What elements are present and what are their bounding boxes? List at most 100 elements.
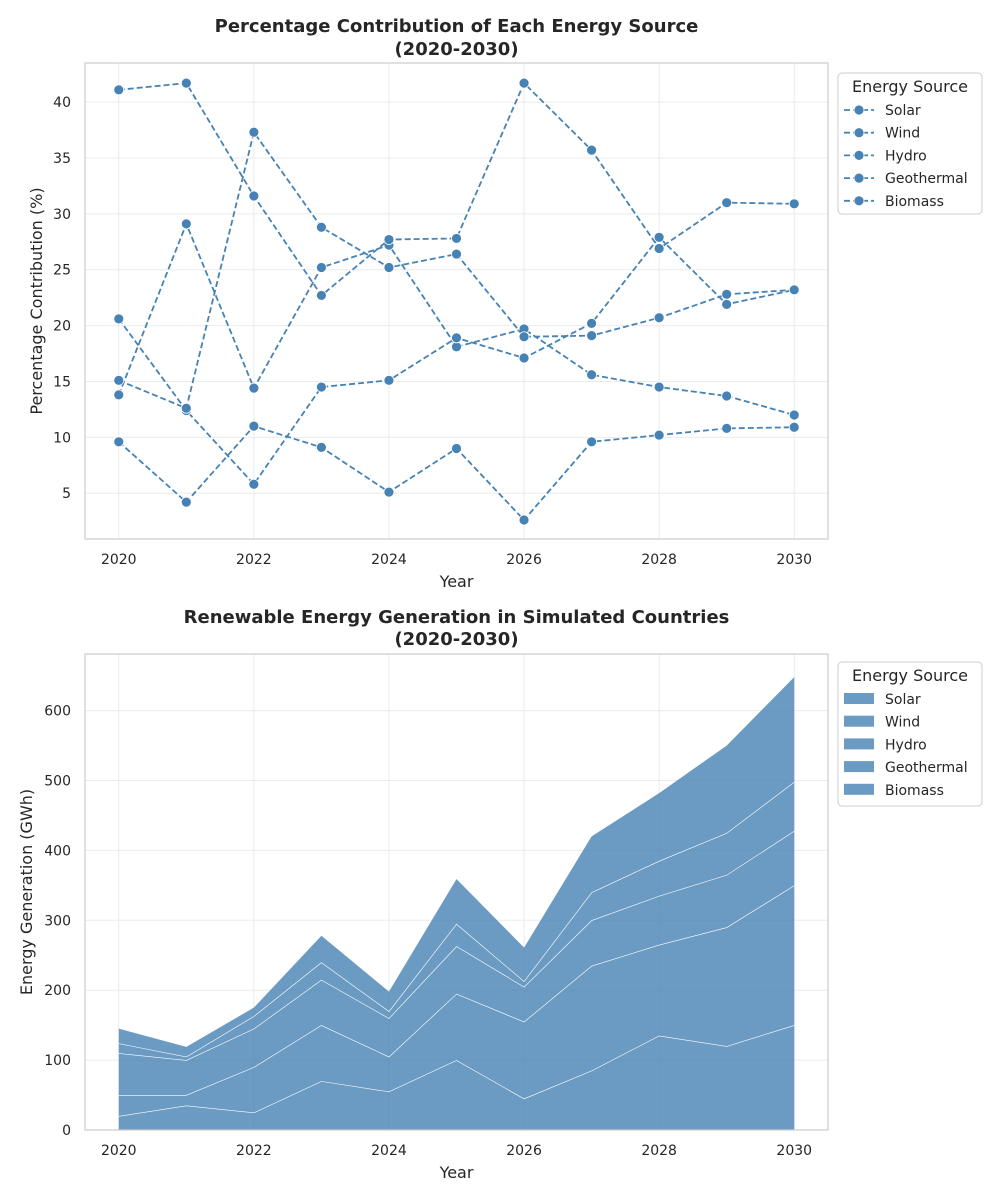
x-tick-label: 2024: [371, 1143, 407, 1159]
data-point-wind: [518, 352, 530, 364]
data-point-solar: [451, 341, 462, 353]
legend-swatch: [844, 783, 874, 795]
series-hydro: [113, 77, 800, 301]
data-point-solar: [586, 369, 597, 381]
data-point-wind: [383, 374, 395, 386]
data-point-hydro: [586, 144, 597, 156]
data-point-geothermal: [451, 443, 462, 454]
x-tick-label: 2026: [506, 1143, 542, 1159]
legend-marker: [853, 172, 865, 184]
data-point-solar: [653, 381, 665, 393]
data-point-biomass: [113, 374, 125, 386]
data-point-hydro: [653, 243, 665, 254]
data-point-geothermal: [248, 420, 260, 432]
y-tick-label: 100: [44, 1053, 71, 1069]
legend-label-solar: Solar: [885, 692, 921, 708]
x-axis-label: Year: [439, 572, 474, 591]
legend-marker: [853, 127, 865, 139]
series-line-solar: [117, 221, 795, 416]
y-axis-label: Percentage Contribution (%): [27, 187, 46, 414]
data-point-wind: [113, 313, 125, 325]
legend: Energy Source Solar Wind Hydro Geothermal Bio…: [837, 72, 983, 215]
area-wind: [118, 885, 795, 1117]
x-tick-label: 2028: [641, 1143, 677, 1159]
y-tick-label: 5: [62, 486, 71, 502]
data-point-biomass: [316, 221, 327, 233]
data-point-biomass: [721, 288, 733, 300]
data-point-hydro: [316, 290, 327, 301]
legend-label-solar: Solar: [885, 103, 921, 119]
y-tick-label: 0: [62, 1123, 71, 1139]
area-hydro: [118, 830, 795, 1096]
chart-title: Renewable Energy Generation in Simulated…: [184, 607, 730, 628]
x-tick-label: 2022: [236, 1143, 272, 1159]
data-point-wind: [653, 231, 665, 243]
data-point-hydro: [180, 77, 192, 89]
y-tick-label: 300: [44, 913, 71, 929]
grid: [85, 63, 828, 539]
legend: Energy Source Solar Wind Hydro Geothermal Bio…: [837, 661, 983, 807]
legend-title: Energy Source: [852, 666, 968, 685]
legend-label-wind: Wind: [885, 126, 920, 142]
x-tick-label: 2030: [776, 552, 812, 568]
data-point-wind: [316, 381, 327, 393]
data-point-biomass: [180, 402, 192, 414]
y-tick-label: 35: [53, 151, 71, 167]
data-point-hydro: [518, 77, 530, 89]
data-point-biomass: [248, 126, 260, 138]
x-tick-label: 2022: [236, 552, 272, 568]
line-chart: Percentage Contribution of Each Energy S…: [27, 16, 983, 591]
data-point-biomass: [518, 331, 530, 343]
y-tick-label: 500: [44, 774, 71, 790]
data-point-wind: [586, 317, 597, 329]
legend-swatch: [844, 761, 874, 773]
legend-marker: [853, 104, 865, 116]
legend-swatch: [844, 715, 874, 727]
series-geothermal: [113, 420, 800, 526]
x-tick-label: 2020: [101, 552, 137, 568]
y-tick-label: 400: [44, 843, 71, 859]
data-point-geothermal: [518, 514, 530, 526]
data-point-geothermal: [586, 436, 597, 448]
x-tick-label: 2030: [776, 1143, 812, 1159]
legend-label-geothermal: Geothermal: [885, 171, 968, 187]
data-point-wind: [721, 298, 733, 310]
y-tick-label: 30: [53, 207, 71, 223]
series-line-hydro: [118, 81, 795, 297]
legend-label-biomass: Biomass: [885, 194, 944, 210]
y-tick-label: 15: [53, 374, 71, 390]
data-point-biomass: [586, 330, 597, 342]
data-point-hydro: [451, 233, 462, 244]
data-point-hydro: [721, 197, 733, 209]
series-line-geothermal: [118, 425, 795, 522]
data-point-hydro: [383, 234, 395, 245]
legend-swatch: [844, 693, 874, 704]
x-tick-label: 2020: [101, 1143, 137, 1159]
data-point-solar: [721, 390, 733, 402]
legend-label-hydro: Hydro: [885, 148, 927, 164]
legend-label-hydro: Hydro: [885, 737, 927, 753]
legend-marker: [853, 149, 865, 161]
data-point-geothermal: [721, 422, 733, 434]
y-tick-label: 25: [53, 263, 71, 279]
plot-frame: [84, 653, 829, 1131]
area-solar: [118, 1025, 795, 1130]
data-point-solar: [113, 389, 125, 401]
data-point-solar: [180, 218, 192, 230]
data-point-geothermal: [383, 486, 395, 498]
legend-label-wind: Wind: [885, 715, 920, 731]
data-point-geothermal: [180, 496, 192, 508]
data-point-biomass: [653, 312, 665, 324]
data-point-wind: [248, 478, 260, 490]
x-tick-label: 2028: [641, 552, 677, 568]
data-point-biomass: [383, 262, 395, 273]
series-solar: [113, 218, 800, 421]
series-wind: [113, 231, 800, 490]
data-point-solar: [248, 382, 260, 394]
data-point-wind: [451, 332, 462, 344]
chart-subtitle: (2020-2030): [394, 629, 518, 650]
plot-frame: [84, 62, 829, 540]
chart-subtitle: (2020-2030): [394, 39, 518, 60]
data-point-geothermal: [316, 441, 327, 453]
